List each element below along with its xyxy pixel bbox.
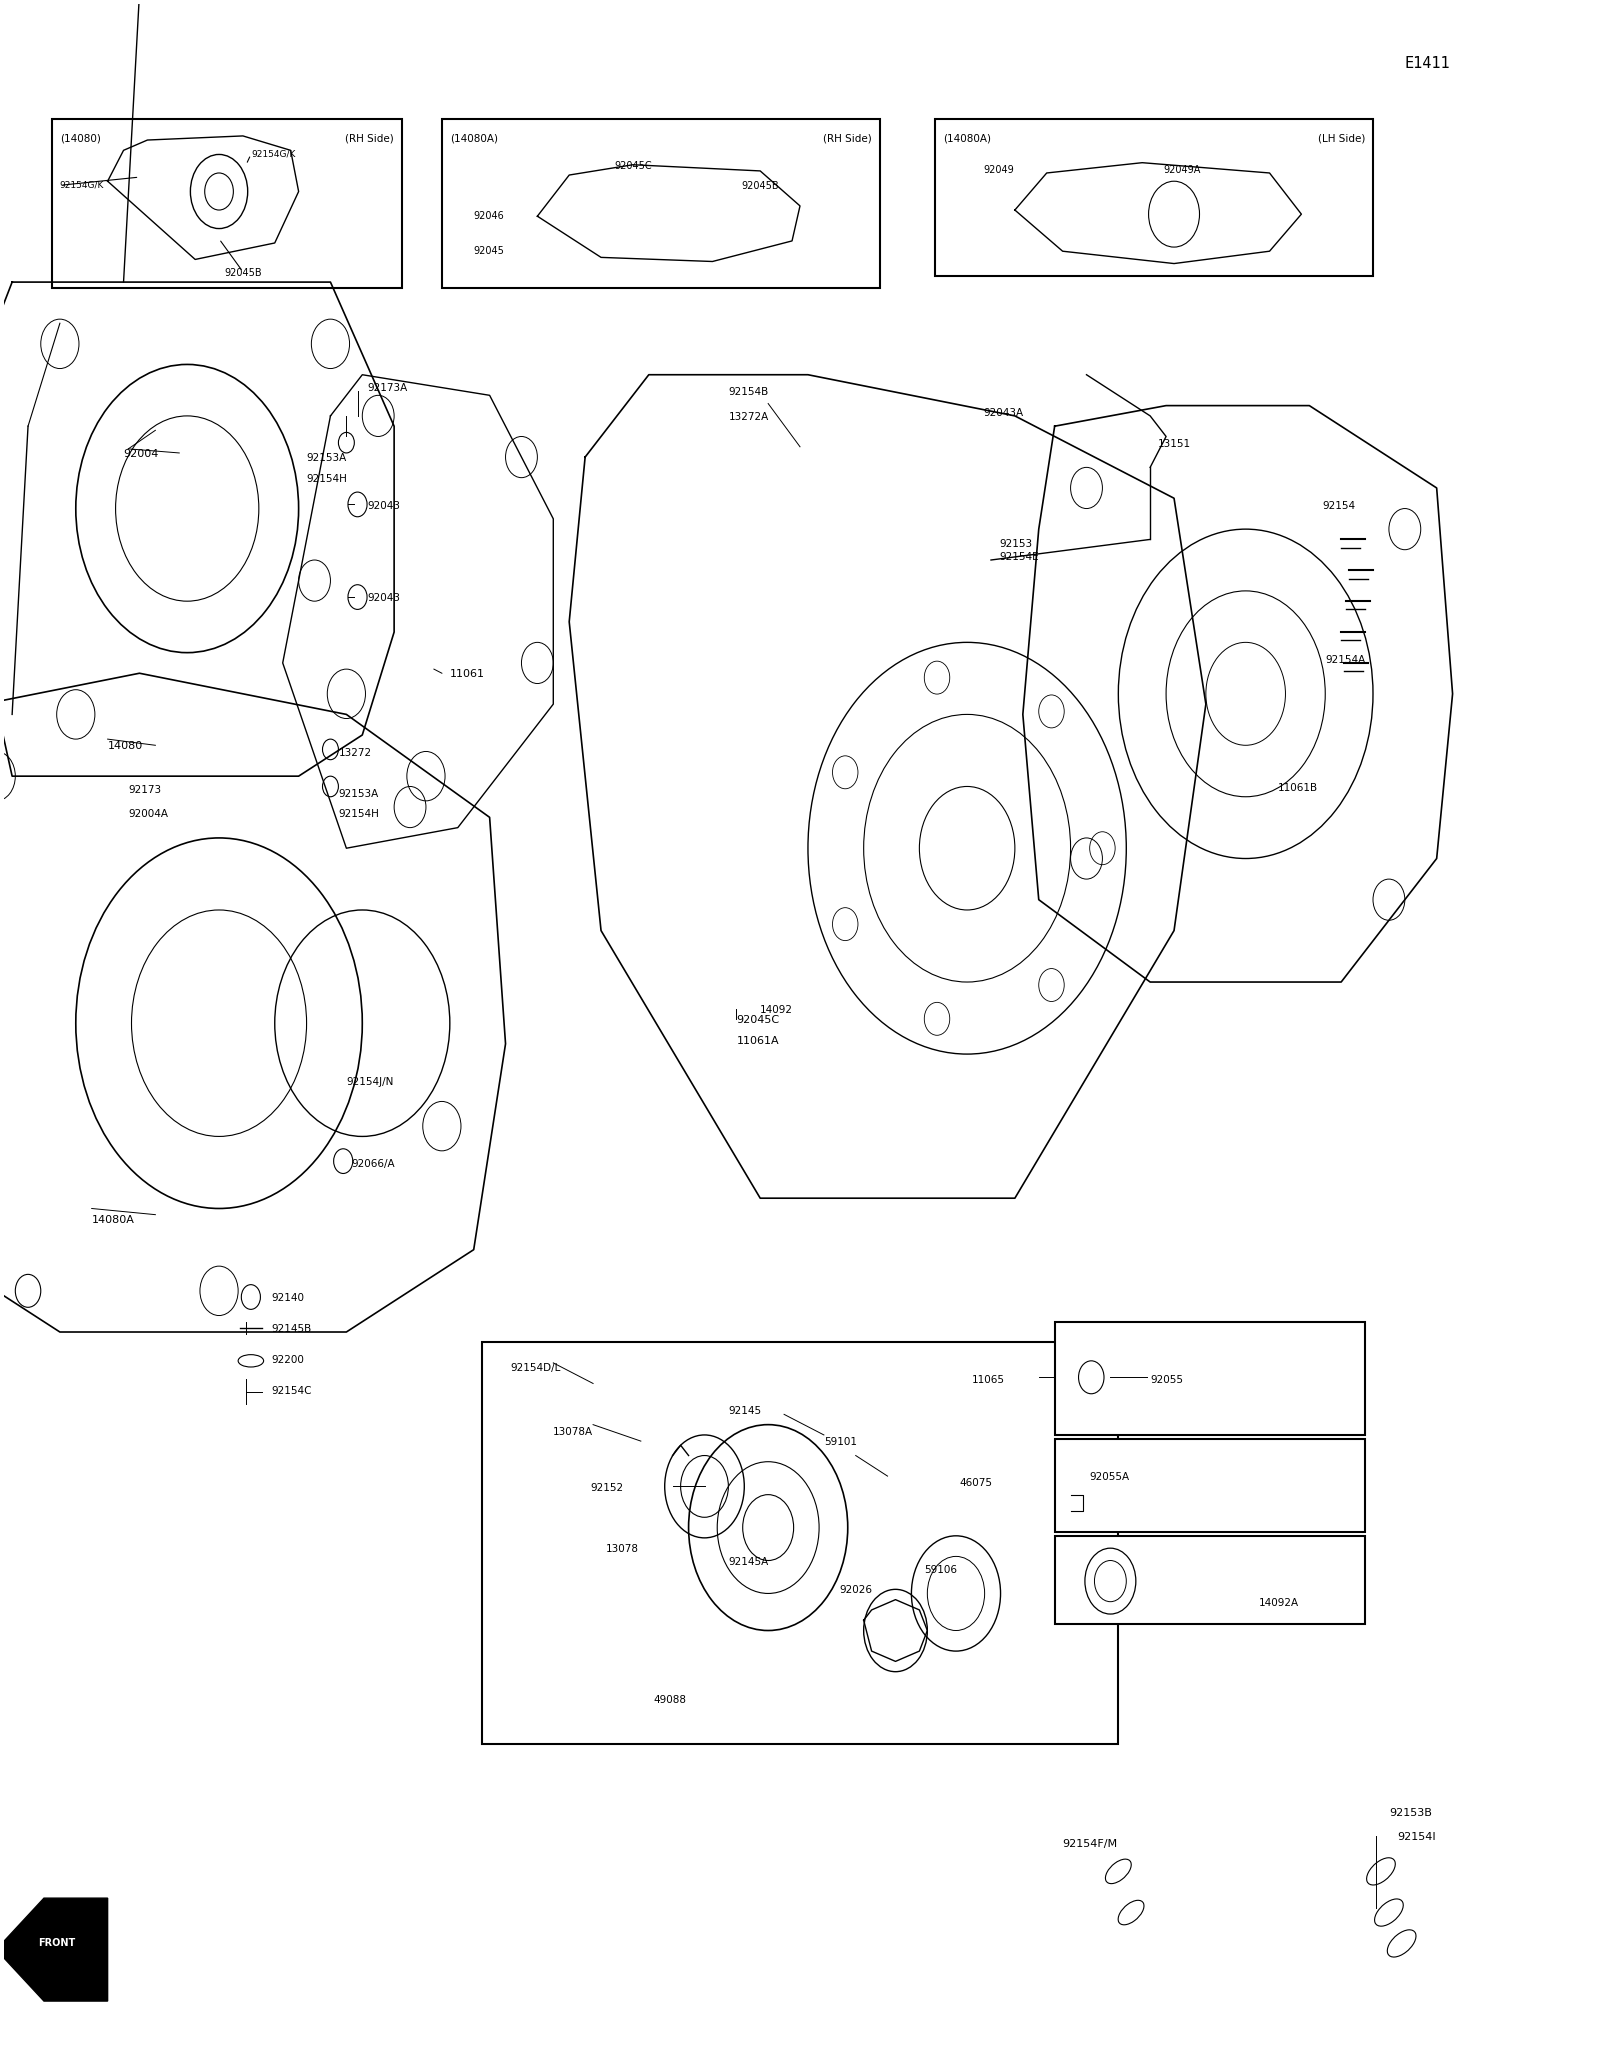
Text: 11061A: 11061A xyxy=(736,1036,779,1046)
Polygon shape xyxy=(0,1898,107,2001)
Text: (LH Side): (LH Side) xyxy=(1318,134,1365,145)
Text: 92043: 92043 xyxy=(366,500,400,511)
Text: 92066/A: 92066/A xyxy=(350,1160,395,1170)
Bar xyxy=(1054,1536,1365,1625)
Text: 14080: 14080 xyxy=(107,742,142,752)
Text: E1411: E1411 xyxy=(1405,56,1451,70)
Text: 92200: 92200 xyxy=(272,1354,304,1364)
Text: 92152: 92152 xyxy=(590,1482,622,1492)
Text: 92154D/L: 92154D/L xyxy=(510,1362,560,1372)
Text: 92154C: 92154C xyxy=(272,1385,312,1395)
Text: FRONT: FRONT xyxy=(38,1939,75,1949)
Text: 11065: 11065 xyxy=(971,1375,1005,1385)
Text: 92045B: 92045B xyxy=(224,269,262,277)
Text: 14092: 14092 xyxy=(760,1005,794,1015)
Text: 13078A: 13078A xyxy=(554,1426,594,1437)
Text: 49088: 49088 xyxy=(653,1695,686,1705)
Text: (RH Side): (RH Side) xyxy=(346,134,394,145)
Text: 92049: 92049 xyxy=(984,165,1014,176)
Bar xyxy=(482,1341,1118,1745)
Text: 92153A: 92153A xyxy=(307,453,347,463)
Text: (14080A): (14080A) xyxy=(944,134,992,145)
Text: 59101: 59101 xyxy=(824,1437,858,1447)
Text: 92173A: 92173A xyxy=(366,382,408,393)
Text: 13272A: 13272A xyxy=(728,411,768,422)
Text: 92154F/M: 92154F/M xyxy=(1062,1840,1118,1848)
Text: (RH Side): (RH Side) xyxy=(822,134,872,145)
Text: 92154G/K: 92154G/K xyxy=(251,151,296,159)
Text: 92154I: 92154I xyxy=(1397,1833,1435,1842)
Text: 92043: 92043 xyxy=(366,593,400,604)
Text: 11061B: 11061B xyxy=(1277,783,1318,792)
Text: 92055: 92055 xyxy=(1150,1375,1182,1385)
Text: 46075: 46075 xyxy=(958,1478,992,1488)
Text: 14092A: 14092A xyxy=(1259,1598,1299,1608)
Text: 92145A: 92145A xyxy=(728,1556,768,1567)
Text: 92145: 92145 xyxy=(728,1406,762,1416)
Text: 92045: 92045 xyxy=(474,246,504,256)
Text: 92153
92154E: 92153 92154E xyxy=(998,539,1038,562)
Text: 92043A: 92043A xyxy=(982,407,1022,418)
Text: 92145B: 92145B xyxy=(272,1325,312,1333)
Text: 13151: 13151 xyxy=(1158,438,1192,449)
Text: 92154A: 92154A xyxy=(1325,655,1365,666)
Bar xyxy=(51,120,402,287)
Text: 92045C: 92045C xyxy=(614,161,651,172)
Text: 92049A: 92049A xyxy=(1163,165,1200,176)
Text: 92140: 92140 xyxy=(272,1294,304,1302)
Text: 14080A: 14080A xyxy=(91,1215,134,1226)
Text: 13078: 13078 xyxy=(606,1544,638,1554)
Text: 92045B: 92045B xyxy=(741,182,779,192)
Text: 92154B: 92154B xyxy=(728,387,768,397)
Text: 92046: 92046 xyxy=(474,211,504,221)
Text: 92154H: 92154H xyxy=(339,810,379,819)
Text: 92154J/N: 92154J/N xyxy=(346,1077,394,1087)
Text: 92004: 92004 xyxy=(123,449,158,459)
Bar xyxy=(442,120,880,287)
Text: 11061: 11061 xyxy=(450,670,485,680)
Text: 92153A: 92153A xyxy=(339,790,379,798)
Text: 92026: 92026 xyxy=(840,1585,872,1596)
Text: 13272: 13272 xyxy=(339,748,371,759)
Text: 92173: 92173 xyxy=(128,785,162,794)
Text: 59106: 59106 xyxy=(925,1565,957,1575)
Text: 92153B: 92153B xyxy=(1389,1809,1432,1817)
Text: (14080): (14080) xyxy=(59,134,101,145)
Text: 92045C: 92045C xyxy=(736,1015,779,1025)
Bar xyxy=(1054,1439,1365,1532)
Bar xyxy=(936,120,1373,275)
Text: 92154H: 92154H xyxy=(307,473,347,484)
Text: 92154: 92154 xyxy=(1322,500,1355,511)
Text: 92154G/K: 92154G/K xyxy=(59,180,104,190)
Text: 92004A: 92004A xyxy=(128,810,168,819)
Bar xyxy=(1054,1321,1365,1434)
Text: 92055A: 92055A xyxy=(1090,1472,1130,1482)
Text: (14080A): (14080A) xyxy=(450,134,498,145)
